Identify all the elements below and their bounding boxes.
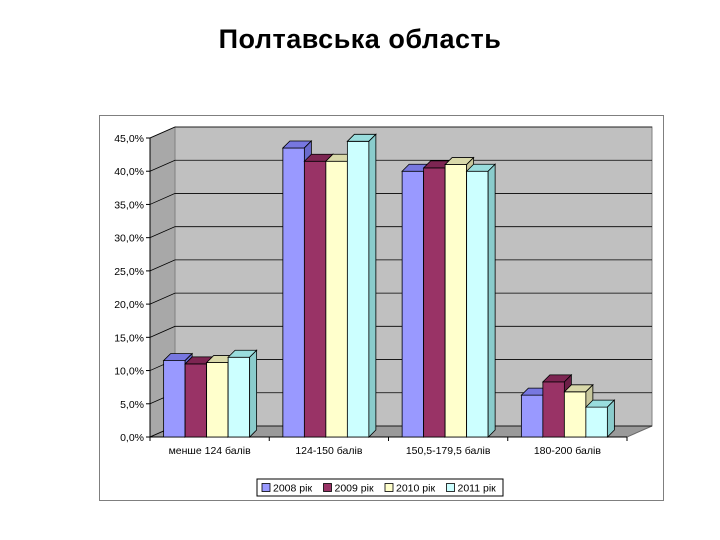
bar-front <box>585 406 608 438</box>
y-tick-label: 20,0% <box>114 299 144 311</box>
y-tick-label: 0,0% <box>120 432 144 444</box>
x-category-label: 124-150 балів <box>295 445 363 457</box>
bar-front <box>282 147 305 438</box>
gridline <box>149 159 652 172</box>
bar-front <box>184 363 208 438</box>
bar-chart: 0,0% 5,0% 10,0% 15,0% 20,0% 25,0% 30,0% 35,0% 40… <box>114 126 653 497</box>
bar-side <box>249 349 258 438</box>
chart-frame: 0,0% 5,0% 10,0% 15,0% 20,0% 25,0% 30,0% 35,0% 40… <box>99 115 664 501</box>
legend-label: 2009 рік <box>335 483 374 495</box>
bar-side <box>606 399 615 438</box>
legend-swatch <box>261 483 271 492</box>
y-tick-label: 5,0% <box>120 399 144 411</box>
bar-front <box>423 167 446 438</box>
bar-front <box>227 356 251 438</box>
y-tick-label: 15,0% <box>114 332 144 344</box>
x-category-label: менше 124 балів <box>169 445 252 457</box>
bar-front <box>444 164 468 438</box>
bar-front <box>466 170 489 438</box>
legend-box <box>256 478 504 497</box>
bar-front <box>206 362 229 438</box>
bar-front <box>542 381 565 438</box>
bar-side <box>487 163 496 438</box>
bar-front <box>325 160 348 438</box>
bar-front <box>303 160 327 438</box>
legend-label: 2008 рік <box>273 483 312 495</box>
legend-swatch <box>446 483 455 492</box>
y-tick-label: 40,0% <box>114 166 144 178</box>
y-tick-label: 35,0% <box>114 199 144 211</box>
x-category-label: 150,5-179,5 балів <box>406 445 491 457</box>
gridline <box>149 126 652 139</box>
slide-title: Полтавська область <box>218 24 502 54</box>
bar-front <box>346 140 370 438</box>
legend-label: 2011 рік <box>458 483 497 495</box>
x-category-label: 180-200 балів <box>534 445 602 457</box>
y-tick-label: 10,0% <box>114 366 144 378</box>
y-tick-label: 25,0% <box>114 266 144 278</box>
bar-front <box>401 170 425 438</box>
legend-swatch <box>384 483 394 492</box>
y-tick-label: 45,0% <box>114 133 144 145</box>
bar-front <box>520 394 544 438</box>
legend-label: 2010 рік <box>396 483 435 495</box>
legend-swatch <box>323 483 332 492</box>
bar-side <box>368 133 377 438</box>
bar-front <box>163 360 186 438</box>
y-tick-label: 30,0% <box>114 233 144 245</box>
bar-front <box>563 391 587 438</box>
